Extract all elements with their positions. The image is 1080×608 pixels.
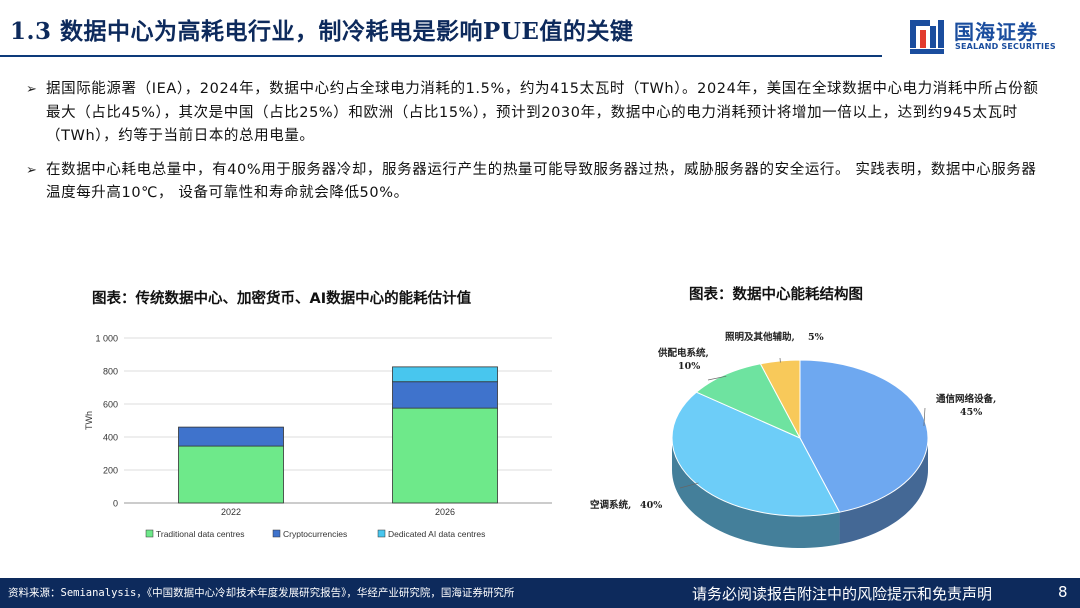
- left-figure-title: 图表：传统数据中心、加密货币、AI数据中心的能耗估计值: [92, 291, 472, 307]
- bullet-item: ➢ 据国际能源署（IEA），2024年，数据中心约占全球电力消耗的1.5%，约为…: [26, 78, 1046, 149]
- legend-swatch: [145, 529, 154, 538]
- pie-slice-side: [672, 438, 840, 548]
- energy-bar-chart: 0 200 400 600 800 1 000 TWh 2022 2026 Traditional…: [84, 334, 552, 539]
- pie-label-value: 10%: [678, 361, 700, 372]
- bullet-list: ➢ 据国际能源署（IEA），2024年，数据中心约占全球电力消耗的1.5%，约为…: [26, 78, 1046, 216]
- bullet-item: ➢ 在数据中心耗电总量中，有40%用于服务器冷却，服务器运行产生的热量可能导致服…: [26, 159, 1046, 206]
- legend-label: Traditional data centres: [156, 529, 245, 539]
- legend-label: Cryptocurrencies: [283, 529, 347, 539]
- legend-swatch: [272, 529, 281, 538]
- y-tick-label: 200: [103, 466, 118, 476]
- pie-label-value: 45%: [960, 407, 982, 418]
- legend-swatch: [377, 529, 386, 538]
- footer-disclaimer: 请务必阅读报告附注中的风险提示和免责声明: [692, 585, 993, 603]
- x-tick-label: 2026: [435, 507, 455, 517]
- pie-label-name: 供配电系统,: [657, 347, 709, 359]
- bullet-arrow-icon: ➢: [26, 162, 38, 178]
- bar-segment: [178, 445, 284, 504]
- pie-label-value: 5%: [808, 332, 824, 343]
- y-tick-label: 400: [103, 433, 118, 443]
- y-tick-label: 0: [113, 499, 118, 509]
- bar-segment: [392, 381, 498, 409]
- y-tick-label: 800: [103, 367, 118, 377]
- pie-leader-line: [679, 482, 699, 489]
- y-axis-label: TWh: [84, 411, 94, 430]
- page-number: 8: [1058, 583, 1068, 601]
- logo-text-en: SEALAND SECURITIES: [955, 42, 1056, 51]
- logo-text-cn: 国海证券: [954, 20, 1038, 44]
- footer-bar: 资料来源：Semianalysis，《中国数据中心冷却技术年度发展研究报告》，华…: [0, 578, 1080, 608]
- bullet-text: 据国际能源署（IEA），2024年，数据中心约占全球电力消耗的1.5%，约为41…: [46, 81, 1039, 144]
- pie-label-name: 空调系统,: [590, 499, 631, 511]
- footer-source: 资料来源：Semianalysis，《中国数据中心冷却技术年度发展研究报告》，华…: [8, 587, 515, 599]
- bar-segment: [392, 366, 498, 383]
- legend-label: Dedicated AI data centres: [388, 529, 485, 539]
- page-title: 1.3 数据中心为高耗电行业，制冷耗电是影响PUE值的关键: [10, 18, 634, 45]
- bullet-arrow-icon: ➢: [26, 82, 38, 97]
- pie-leader-line: [707, 375, 727, 381]
- pie-label-name: 照明及其他辅助,: [725, 331, 795, 343]
- energy-structure-pie-chart: 通信网络设备, 45% 空调系统, 40% 供配电系统, 10% 照明及其他辅助, 5%: [590, 331, 996, 548]
- bar-segment: [392, 407, 498, 504]
- pie-label-name: 通信网络设备,: [936, 393, 996, 405]
- pie-label-value: 40%: [640, 500, 662, 511]
- pie-slice: [695, 363, 802, 440]
- right-figure-title: 图表：数据中心能耗结构图: [689, 287, 863, 303]
- x-tick-label: 2022: [221, 507, 241, 517]
- y-tick-label: 600: [103, 400, 118, 410]
- sealand-logo: 国海证券 SEALAND SECURITIES: [908, 14, 1068, 58]
- title-divider: [0, 55, 882, 57]
- y-tick-label: 1 000: [95, 334, 118, 344]
- pie-slice-side: [839, 438, 928, 545]
- bullet-text: 在数据中心耗电总量中，有40%用于服务器冷却，服务器运行产生的热量可能导致服务器…: [46, 161, 1037, 202]
- sealand-logo-icon: [910, 20, 944, 54]
- bar-segment: [178, 426, 284, 447]
- pie-leader-line: [923, 407, 926, 427]
- pie-slice: [799, 359, 929, 513]
